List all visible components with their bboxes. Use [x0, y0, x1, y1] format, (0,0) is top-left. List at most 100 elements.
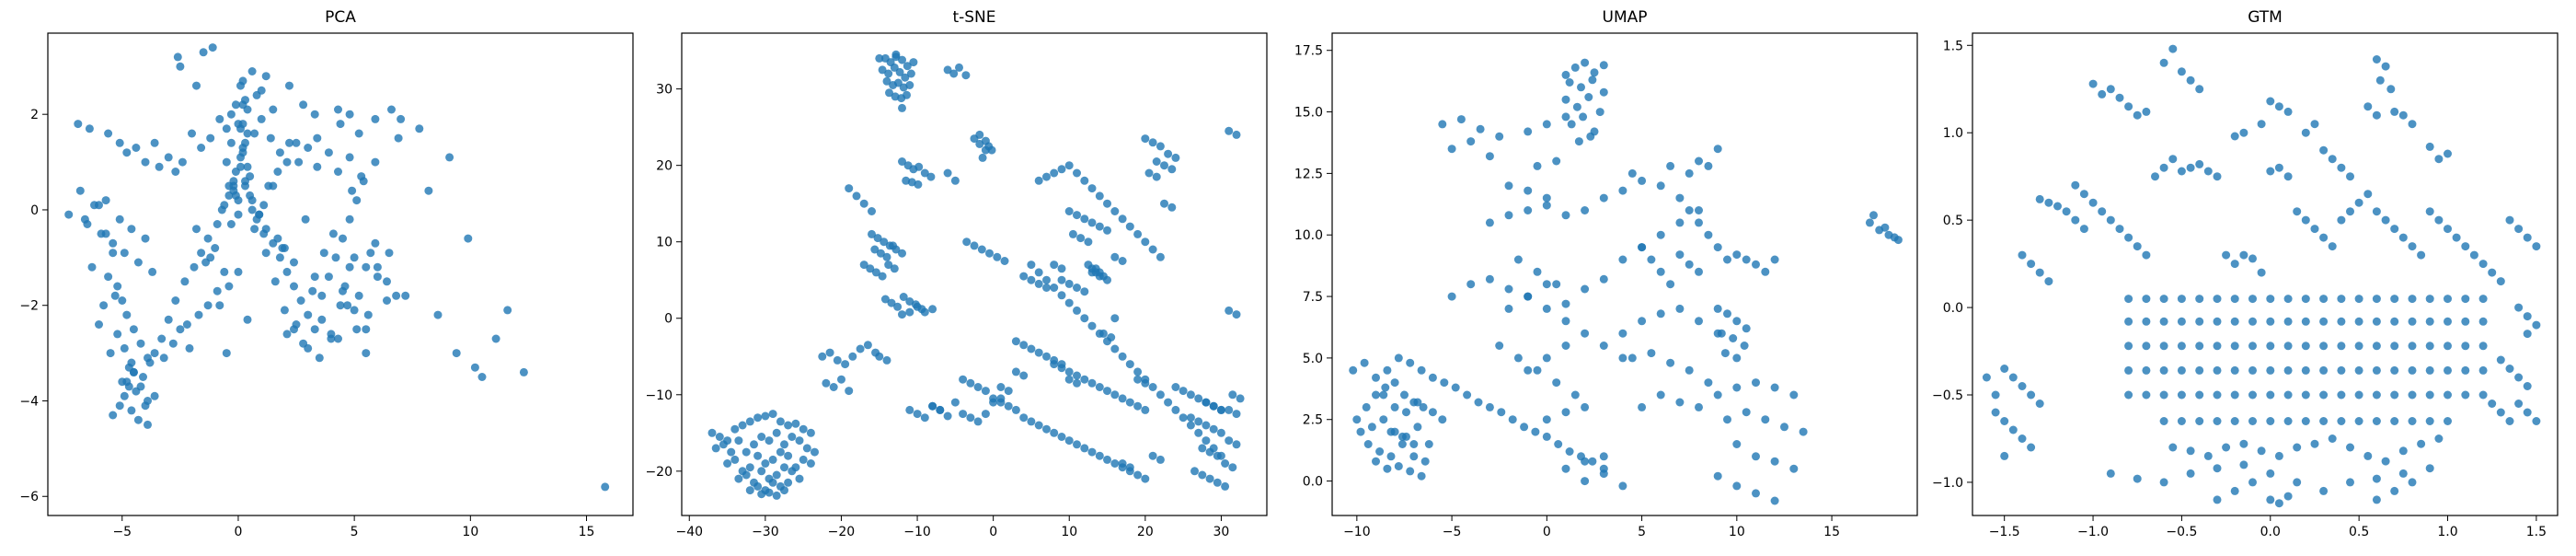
scatter-point [304, 310, 313, 319]
scatter-point [1390, 378, 1399, 388]
scatter-point [2346, 478, 2354, 487]
scatter-point [768, 478, 777, 487]
axes-frame [681, 32, 1268, 516]
x-tick-label: 0.5 [2349, 525, 2369, 539]
scatter-point [1485, 152, 1494, 161]
scatter-point [2177, 365, 2186, 375]
scatter-point [890, 264, 899, 273]
scatter-point [772, 470, 781, 480]
scatter-point [2532, 320, 2541, 330]
scatter-point [1991, 390, 2000, 400]
scatter-point [955, 63, 963, 72]
scatter-point [2177, 317, 2186, 326]
scatter-point [2159, 365, 2168, 375]
scatter-point [2390, 365, 2399, 375]
scatter-point [788, 467, 797, 476]
scatter-point [1148, 383, 1157, 391]
scatter-point [1570, 390, 1580, 400]
scatter-point [120, 391, 129, 400]
scatter-point [2444, 295, 2452, 304]
scatter-point [2044, 198, 2053, 207]
scatter-point [270, 277, 280, 286]
scatter-point [1390, 402, 1399, 411]
scatter-point [1675, 398, 1685, 407]
scatter-point [282, 267, 292, 276]
scatter-point [226, 138, 236, 147]
scatter-point [2434, 434, 2444, 443]
scatter-point [878, 272, 887, 281]
scatter-point [1186, 390, 1195, 400]
scatter-points [64, 43, 610, 492]
scatter-point [973, 383, 983, 391]
scatter-point [1073, 440, 1081, 449]
scatter-point [868, 207, 876, 215]
scatter-point [113, 330, 122, 339]
scatter-point [282, 157, 292, 167]
scatter-point [1057, 264, 1066, 273]
scatter-point [1186, 421, 1195, 430]
scatter-point [914, 180, 923, 189]
scatter-point [2230, 486, 2239, 495]
scatter-point [1579, 112, 1588, 122]
scatter-point [120, 249, 129, 258]
y-tick-label: 0.5 [1943, 214, 1963, 228]
scatter-point [1027, 275, 1036, 284]
scatter-point [1027, 417, 1036, 426]
subplot-title: t-SNE [952, 8, 995, 27]
scatter-point [1438, 415, 1447, 424]
scatter-point [2354, 295, 2363, 304]
scatter-point [757, 433, 766, 441]
scatter-point [859, 261, 868, 270]
scatter-point [2354, 317, 2363, 326]
scatter-point [753, 481, 763, 491]
x-tick-label: 5 [351, 525, 359, 539]
x-tick-label: 0 [234, 525, 242, 539]
scatter-point [144, 420, 152, 429]
scatter-point [345, 214, 354, 224]
scatter-point [1034, 348, 1043, 357]
scatter-point [2044, 277, 2053, 286]
scatter-point [2283, 417, 2293, 425]
scatter-point [1087, 218, 1097, 227]
scatter-point [215, 114, 224, 123]
scatter-point [2425, 342, 2434, 351]
scatter-point [950, 398, 960, 407]
scatter-point [1638, 243, 1647, 252]
scatter-point [943, 411, 952, 421]
scatter-point [753, 451, 763, 460]
scatter-point [1770, 496, 1779, 505]
scatter-point [519, 367, 528, 376]
scatter-point [1732, 317, 1742, 326]
scatter-point [1019, 272, 1029, 281]
scatter-point [1742, 324, 1751, 333]
scatter-point [2505, 417, 2514, 425]
scatter-point [1685, 206, 1694, 214]
scatter-point [2266, 317, 2275, 326]
scatter-point [2444, 342, 2452, 351]
scatter-point [243, 129, 252, 138]
scatter-point [1225, 126, 1234, 135]
scatter-point [1194, 417, 1203, 426]
scatter-point [1073, 378, 1081, 388]
scatter-point [383, 277, 391, 286]
scatter-point [1720, 349, 1730, 358]
scatter-point [1232, 130, 1241, 139]
scatter-point [155, 162, 164, 171]
scatter-point [806, 428, 815, 437]
scatter-point [118, 377, 127, 387]
scatter-point [1156, 390, 1165, 400]
scatter-point [2133, 242, 2142, 251]
scatter-point [1581, 58, 1590, 67]
scatter-point [1656, 309, 1665, 319]
scatter-point [2195, 85, 2204, 94]
scatter-point [913, 302, 922, 311]
scatter-point [226, 220, 236, 228]
scatter-point [757, 490, 766, 499]
scatter-point [2337, 365, 2346, 375]
scatter-point [2461, 365, 2470, 375]
scatter-points [1349, 58, 1903, 505]
scatter-point [880, 237, 889, 247]
scatter-point [2266, 342, 2275, 351]
scatter-point [2372, 474, 2381, 483]
scatter-point [345, 262, 354, 272]
